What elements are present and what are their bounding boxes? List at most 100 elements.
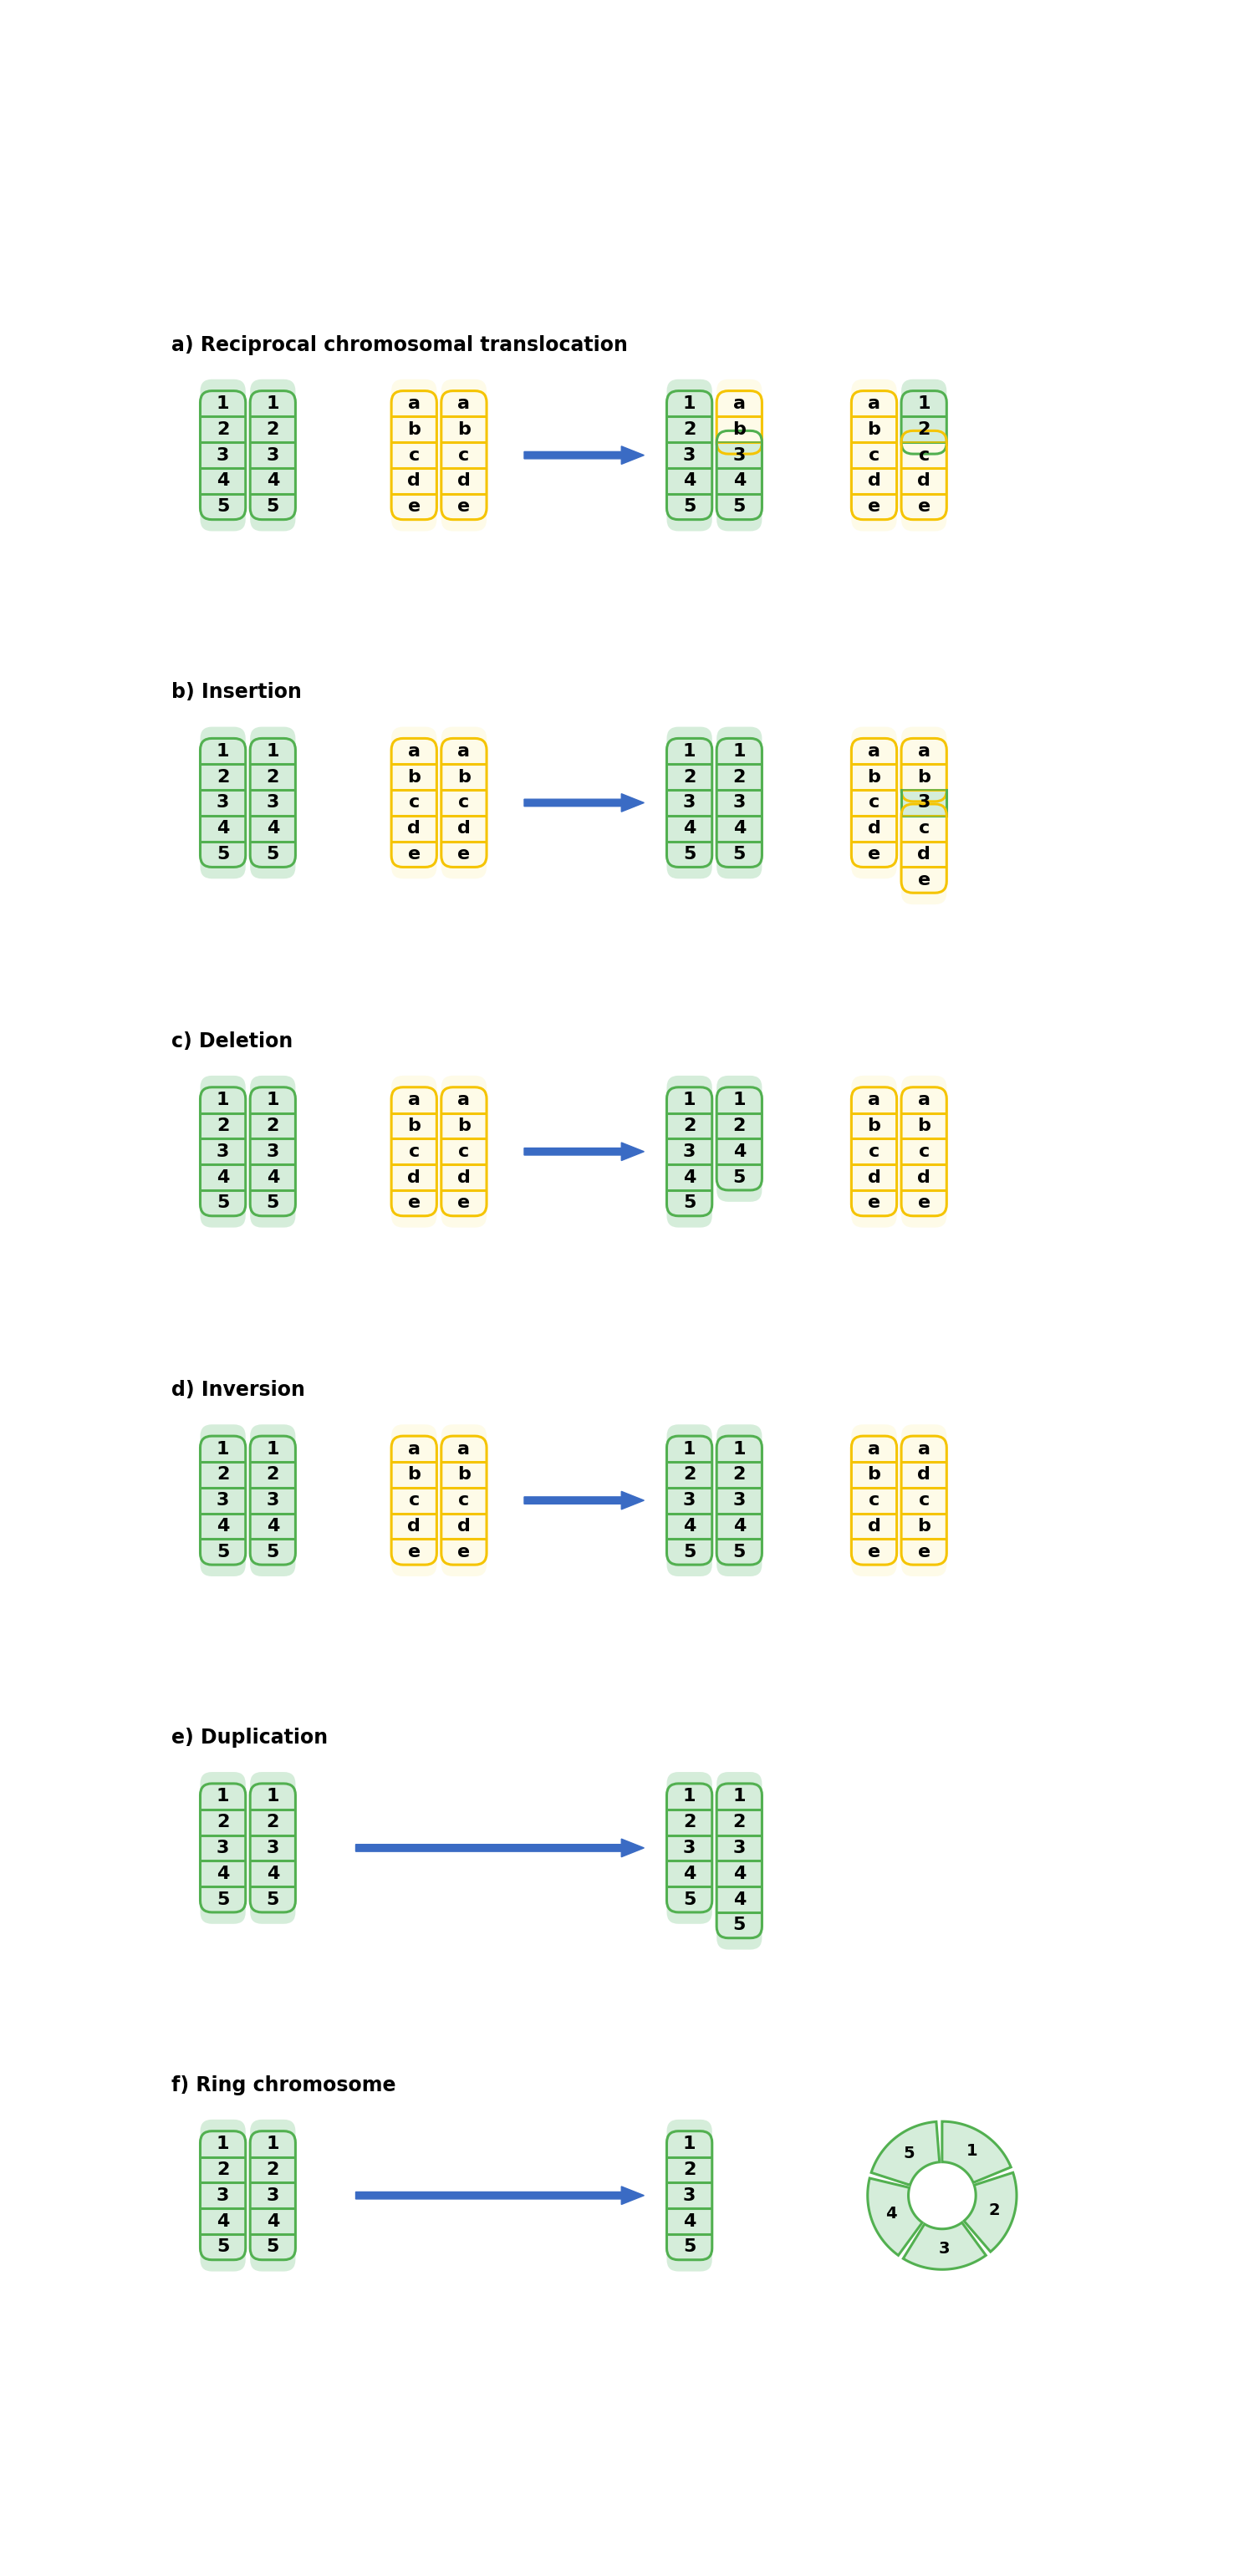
Bar bbox=[201, 2146, 245, 2156]
Bar bbox=[851, 1164, 897, 1190]
Bar bbox=[667, 417, 712, 443]
Bar bbox=[716, 443, 762, 469]
Bar bbox=[667, 2182, 712, 2208]
Bar bbox=[441, 1486, 487, 1512]
FancyBboxPatch shape bbox=[667, 726, 712, 765]
Bar bbox=[441, 404, 487, 417]
Bar bbox=[901, 469, 947, 495]
Bar bbox=[441, 1461, 487, 1486]
Text: 3: 3 bbox=[733, 793, 746, 811]
Bar bbox=[441, 842, 487, 853]
FancyBboxPatch shape bbox=[901, 1190, 947, 1229]
Text: 2: 2 bbox=[217, 1814, 229, 1832]
Text: d) Inversion: d) Inversion bbox=[171, 1381, 305, 1401]
Text: 3: 3 bbox=[266, 1144, 279, 1159]
Text: 3: 3 bbox=[217, 446, 229, 464]
Text: 2: 2 bbox=[683, 1466, 696, 1484]
Text: 3: 3 bbox=[683, 1492, 696, 1510]
FancyBboxPatch shape bbox=[851, 1190, 897, 1229]
Text: 2: 2 bbox=[217, 1466, 229, 1484]
Text: 1: 1 bbox=[918, 394, 930, 412]
Text: d: d bbox=[917, 1466, 930, 1484]
Text: 3: 3 bbox=[683, 446, 696, 464]
FancyBboxPatch shape bbox=[851, 726, 897, 765]
Text: d: d bbox=[457, 1170, 471, 1185]
Text: 1: 1 bbox=[732, 1092, 746, 1108]
Text: a: a bbox=[457, 1092, 471, 1108]
Bar bbox=[441, 469, 487, 495]
Text: 5: 5 bbox=[683, 1891, 696, 1909]
Text: 2: 2 bbox=[683, 2161, 696, 2179]
FancyBboxPatch shape bbox=[901, 1077, 947, 1113]
FancyBboxPatch shape bbox=[667, 1538, 712, 1577]
Bar bbox=[250, 1512, 295, 1538]
Text: 1: 1 bbox=[217, 1092, 229, 1108]
Bar bbox=[667, 817, 712, 842]
FancyBboxPatch shape bbox=[250, 1190, 295, 1229]
Bar bbox=[851, 842, 897, 853]
Bar bbox=[851, 1486, 897, 1512]
FancyBboxPatch shape bbox=[716, 1077, 762, 1113]
Bar bbox=[201, 2208, 245, 2233]
Text: 3: 3 bbox=[683, 793, 696, 811]
Text: 3: 3 bbox=[217, 1144, 229, 1159]
Polygon shape bbox=[356, 1839, 644, 1857]
Text: b: b bbox=[867, 1466, 881, 1484]
Bar bbox=[901, 417, 947, 443]
Bar bbox=[716, 1461, 762, 1486]
FancyBboxPatch shape bbox=[441, 842, 487, 878]
Text: c) Deletion: c) Deletion bbox=[171, 1030, 292, 1051]
Text: c: c bbox=[409, 1492, 420, 1510]
Text: 4: 4 bbox=[217, 1865, 229, 1883]
Text: 3: 3 bbox=[217, 1839, 229, 1857]
Bar bbox=[901, 1538, 947, 1551]
Bar bbox=[441, 1190, 487, 1203]
Text: a) Reciprocal chromosomal translocation: a) Reciprocal chromosomal translocation bbox=[171, 335, 627, 355]
Text: a: a bbox=[457, 1440, 471, 1458]
Bar bbox=[392, 1538, 436, 1551]
Text: c: c bbox=[869, 793, 880, 811]
Bar bbox=[250, 2146, 295, 2156]
Text: 4: 4 bbox=[266, 1517, 279, 1535]
Text: c: c bbox=[918, 819, 929, 837]
Text: c: c bbox=[458, 1492, 470, 1510]
Bar bbox=[667, 469, 712, 495]
Bar bbox=[201, 417, 245, 443]
Text: 1: 1 bbox=[683, 2136, 696, 2154]
Text: 3: 3 bbox=[217, 2187, 229, 2205]
Bar bbox=[716, 1798, 762, 1808]
Text: 5: 5 bbox=[733, 845, 746, 863]
Bar bbox=[716, 1139, 762, 1164]
Bar bbox=[901, 1164, 947, 1190]
FancyBboxPatch shape bbox=[250, 2120, 295, 2156]
Bar bbox=[441, 417, 487, 443]
Text: d: d bbox=[457, 1517, 471, 1535]
Bar bbox=[250, 842, 295, 853]
Text: 1: 1 bbox=[732, 1440, 746, 1458]
Text: 4: 4 bbox=[683, 471, 696, 489]
Bar bbox=[851, 417, 897, 443]
Bar bbox=[851, 1103, 897, 1113]
Bar bbox=[716, 1113, 762, 1139]
Text: 3: 3 bbox=[733, 1839, 746, 1857]
FancyBboxPatch shape bbox=[441, 1190, 487, 1229]
FancyBboxPatch shape bbox=[851, 1425, 897, 1461]
Text: f) Ring chromosome: f) Ring chromosome bbox=[171, 2076, 395, 2094]
Bar bbox=[441, 1538, 487, 1551]
Bar bbox=[667, 2146, 712, 2156]
Bar bbox=[392, 842, 436, 853]
Text: b: b bbox=[732, 420, 746, 438]
Text: 5: 5 bbox=[217, 1543, 229, 1561]
Bar bbox=[667, 2233, 712, 2246]
Bar bbox=[250, 2233, 295, 2246]
Bar bbox=[667, 2156, 712, 2182]
Text: d: d bbox=[408, 819, 421, 837]
Text: 4: 4 bbox=[733, 1144, 746, 1159]
FancyBboxPatch shape bbox=[667, 1425, 712, 1461]
Bar bbox=[392, 1164, 436, 1190]
Bar bbox=[441, 1164, 487, 1190]
Bar bbox=[667, 1886, 712, 1899]
Text: c: c bbox=[458, 793, 470, 811]
Text: 1: 1 bbox=[683, 394, 696, 412]
Bar bbox=[201, 404, 245, 417]
